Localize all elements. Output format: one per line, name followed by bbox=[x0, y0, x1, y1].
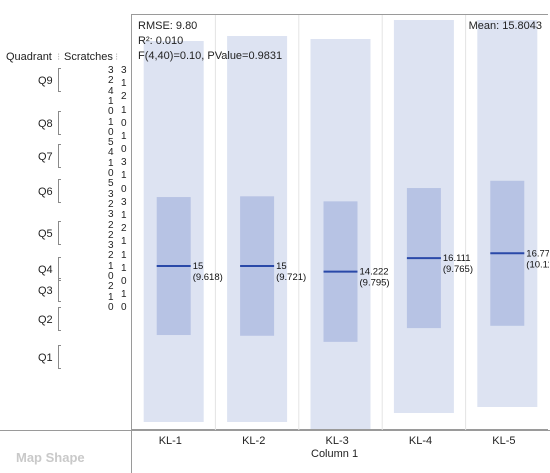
scratches-header: Scratches bbox=[64, 51, 113, 63]
f-test-text: F(4,40)=0.10, PValue=0.9831 bbox=[138, 50, 283, 62]
scratches-label[interactable]: 0 bbox=[108, 126, 114, 138]
scratches-label[interactable]: 3 bbox=[108, 209, 114, 221]
scratches-label[interactable]: 2 bbox=[108, 198, 114, 210]
nested-value-label[interactable]: 0 bbox=[121, 117, 127, 129]
quadrant-header: Quadrant bbox=[6, 51, 52, 63]
x-tick-kl-4[interactable]: KL-4 bbox=[408, 435, 433, 447]
nested-value-label[interactable]: 1 bbox=[121, 130, 127, 142]
x-tick-kl-5[interactable]: KL-5 bbox=[492, 435, 516, 447]
quadrant-label-q4[interactable]: Q4 bbox=[38, 264, 53, 276]
nested-value-label[interactable]: 2 bbox=[121, 223, 127, 235]
scratches-label[interactable]: 0 bbox=[108, 168, 114, 179]
quadrant-bracket bbox=[58, 68, 61, 92]
axis-left-divider bbox=[131, 430, 132, 473]
header-divider-icon: ⁝ bbox=[57, 52, 61, 63]
scratches-label[interactable]: 5 bbox=[108, 178, 114, 190]
scratches-label[interactable]: 2 bbox=[108, 281, 114, 293]
quadrant-label-q9[interactable]: Q9 bbox=[38, 75, 53, 87]
quadrant-bracket bbox=[58, 345, 61, 369]
scratches-label[interactable]: 2 bbox=[108, 250, 114, 262]
quadrant-label-q6[interactable]: Q6 bbox=[38, 186, 53, 198]
quadrant-bracket bbox=[58, 111, 61, 135]
mean-value-label: 15 bbox=[276, 261, 287, 272]
sd-value-label: (9.721) bbox=[276, 272, 306, 283]
scratches-label[interactable]: 5 bbox=[108, 137, 114, 149]
quadrant-label-q1[interactable]: Q1 bbox=[38, 352, 53, 364]
x-tick-kl-1[interactable]: KL-1 bbox=[158, 435, 182, 447]
mean-value-label: 16.778 bbox=[526, 248, 549, 259]
scratches-label[interactable]: 2 bbox=[108, 229, 114, 241]
sd-value-label: (10.11) bbox=[526, 259, 549, 270]
nested-value-label[interactable]: 3 bbox=[121, 157, 127, 169]
scratches-label[interactable]: 0 bbox=[108, 271, 114, 282]
mean-value-label: 15 bbox=[193, 261, 204, 272]
nested-value-label[interactable]: 1 bbox=[121, 236, 127, 248]
mean-value-label: 16.111 bbox=[443, 253, 471, 264]
scratches-label[interactable]: 4 bbox=[108, 85, 114, 97]
sd-value-label: (9.618) bbox=[193, 272, 223, 283]
nested-value-label[interactable]: 0 bbox=[121, 302, 127, 314]
nested-value-label[interactable]: 3 bbox=[121, 196, 127, 208]
quadrant-bracket bbox=[58, 179, 61, 203]
quadrant-bracket bbox=[58, 144, 61, 168]
scratches-label[interactable]: 1 bbox=[108, 116, 114, 128]
axis-divider bbox=[0, 430, 550, 431]
quadrant-bracket bbox=[58, 307, 61, 331]
quadrant-label-q8[interactable]: Q8 bbox=[38, 118, 53, 130]
r2-text: R²: 0.010 bbox=[138, 35, 184, 47]
nested-value-label[interactable]: 1 bbox=[121, 262, 127, 274]
nested-value-label[interactable]: 1 bbox=[121, 104, 127, 116]
scratches-label[interactable]: 2 bbox=[108, 75, 114, 87]
x-axis-title: Column 1 bbox=[311, 448, 359, 460]
nested-value-label[interactable]: 1 bbox=[121, 249, 127, 261]
x-tick-kl-2[interactable]: KL-2 bbox=[242, 435, 266, 447]
scratches-label[interactable]: 3 bbox=[108, 65, 114, 76]
scratches-label[interactable]: 1 bbox=[108, 95, 114, 107]
scratches-label[interactable]: 3 bbox=[108, 188, 114, 200]
nested-value-label[interactable]: 0 bbox=[121, 144, 127, 156]
quadrant-label-q7[interactable]: Q7 bbox=[38, 151, 53, 163]
scratches-label[interactable]: 1 bbox=[108, 157, 114, 169]
scratches-label[interactable]: 2 bbox=[108, 219, 114, 231]
scratches-label[interactable]: 0 bbox=[108, 301, 114, 313]
scratches-label[interactable]: 4 bbox=[108, 147, 114, 159]
nested-value-label[interactable]: 1 bbox=[121, 210, 127, 222]
nested-value-label[interactable]: 1 bbox=[121, 289, 127, 301]
scratches-label[interactable]: 3 bbox=[108, 240, 114, 252]
scratches-label[interactable]: 0 bbox=[108, 106, 114, 118]
nested-value-label[interactable]: 0 bbox=[121, 183, 127, 195]
quadrant-bracket bbox=[58, 278, 61, 302]
sd-value-label: (9.795) bbox=[360, 278, 390, 289]
grand-mean-text: Mean: 15.8043 bbox=[468, 20, 542, 32]
mean-value-label: 14.222 bbox=[360, 267, 389, 278]
nested-value-label[interactable]: 1 bbox=[121, 170, 127, 182]
nested-value-label[interactable]: 0 bbox=[121, 275, 127, 287]
x-tick-kl-3[interactable]: KL-3 bbox=[325, 435, 349, 447]
nested-value-label[interactable]: 1 bbox=[121, 78, 127, 90]
chart-svg: 15(9.618)15(9.721) 14.222(9.795)16.111(9.… bbox=[143, 15, 549, 431]
quadrant-label-q3[interactable]: Q3 bbox=[38, 285, 53, 297]
quadrant-bracket bbox=[58, 257, 61, 281]
quadrant-label-q2[interactable]: Q2 bbox=[38, 314, 53, 326]
rmse-text: RMSE: 9.80 bbox=[138, 20, 198, 32]
scratches-label[interactable]: 1 bbox=[108, 260, 114, 272]
chart-plot-area[interactable]: 15 (9.618) 15 (9.721) 14.222 (9.795) 16.111 (9.… bbox=[131, 14, 549, 431]
nested-value-label[interactable]: 3 bbox=[121, 65, 127, 76]
quadrant-bracket bbox=[58, 221, 61, 245]
sd-value-label: (9.765) bbox=[443, 264, 473, 275]
header-divider-icon-2: ⁝ bbox=[115, 52, 119, 63]
map-shape-drop-zone[interactable]: Map Shape bbox=[16, 450, 85, 465]
nested-value-label[interactable]: 2 bbox=[121, 91, 127, 103]
quadrant-label-q5[interactable]: Q5 bbox=[38, 228, 53, 240]
scratches-label[interactable]: 1 bbox=[108, 291, 114, 303]
